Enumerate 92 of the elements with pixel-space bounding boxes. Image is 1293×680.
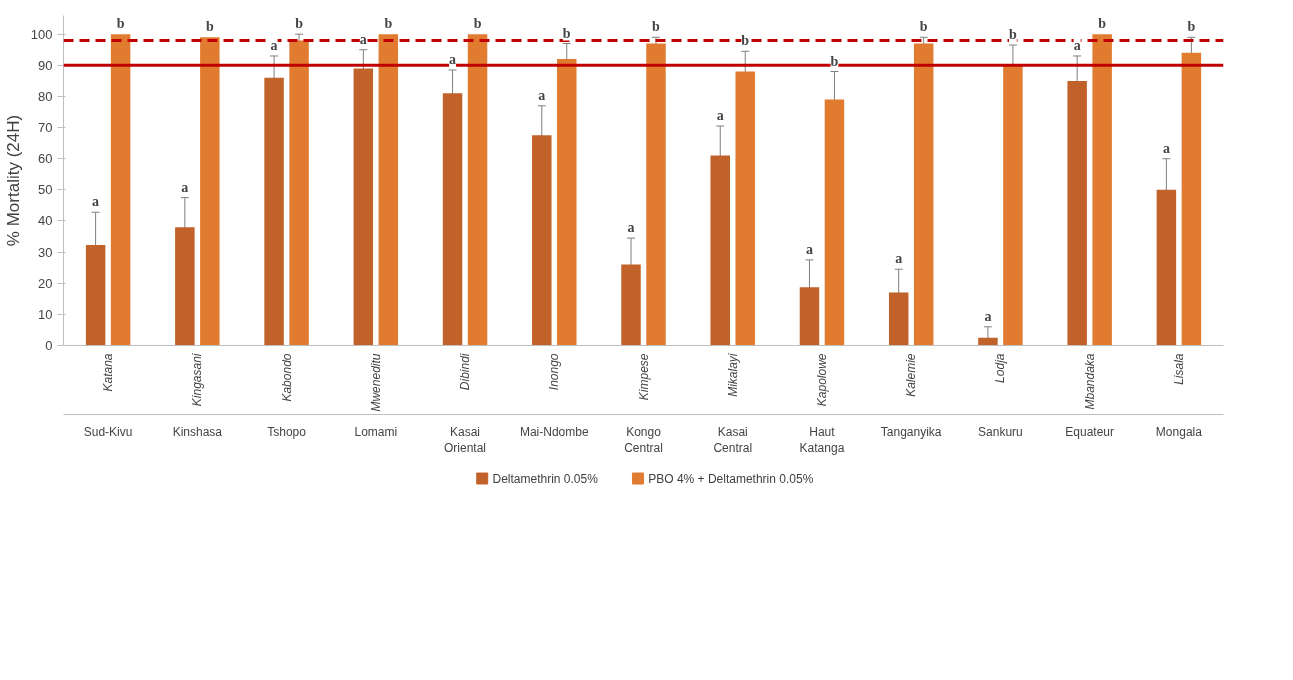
data-label: a: [895, 251, 903, 267]
data-label: a: [181, 179, 189, 195]
data-label: a: [627, 220, 635, 236]
bar: [1067, 80, 1087, 346]
bar: [353, 68, 374, 346]
bar: [557, 59, 577, 346]
x-tick-label: Mikalayi: [725, 353, 740, 397]
bar: [378, 34, 399, 346]
y-tick-label: 80: [38, 88, 53, 104]
data-label: a: [449, 51, 457, 67]
y-tick-label: 90: [38, 57, 53, 73]
data-label: b: [473, 16, 482, 32]
y-tick-label: 0: [45, 338, 53, 353]
text: Kasai Central: [713, 424, 753, 456]
y-tick-label: 70: [38, 120, 53, 136]
text: Mai-Ndombe: [519, 424, 589, 439]
y-tick-label: 10: [38, 306, 53, 322]
y-tick-label: 40: [38, 213, 53, 229]
x-tick-label: Lisala: [1171, 353, 1186, 385]
bar: [110, 34, 131, 346]
bar: [710, 155, 730, 346]
bar: [442, 93, 463, 346]
x-tick-label: Lodja: [993, 353, 1008, 383]
x-tick-label: Inongo: [547, 353, 562, 391]
data-label: a: [359, 31, 367, 47]
data-label: b: [1009, 27, 1018, 43]
bar: [799, 287, 820, 346]
text: Tanganyika: [880, 424, 942, 439]
bar: [289, 40, 309, 346]
bar: [621, 264, 641, 346]
data-label: b: [116, 16, 125, 32]
data-label: b: [1187, 19, 1196, 35]
text: Kinshasa: [172, 424, 223, 439]
y-tick-label: 60: [38, 151, 53, 167]
data-label: b: [1098, 16, 1107, 32]
data-label: b: [919, 19, 928, 35]
data-label: b: [830, 53, 839, 69]
data-label: b: [384, 16, 393, 32]
text: Sud-Kivu: [83, 424, 133, 439]
text: Tshopo: [267, 424, 307, 439]
data-label: a: [716, 108, 724, 124]
text: Kongo Central: [624, 424, 663, 456]
bar: [200, 37, 220, 346]
text: Lomami: [354, 424, 398, 439]
bar: [175, 227, 195, 346]
text: Kasai Oriental: [444, 424, 487, 456]
text: Haut Katanga: [799, 424, 845, 456]
data-label: a: [538, 87, 546, 103]
bar: [1156, 189, 1177, 346]
bar: [1092, 34, 1112, 346]
bar: [1003, 65, 1023, 346]
bar: [978, 337, 998, 346]
bar: [824, 99, 845, 346]
bar: [1181, 52, 1202, 346]
legend-label: Deltamethrin 0.05%: [492, 471, 599, 486]
data-label: b: [741, 33, 750, 49]
y-axis-title: % Mortality (24H): [3, 114, 23, 247]
x-tick-label: Katana: [101, 353, 116, 392]
text: Mongala: [1155, 424, 1203, 439]
text: Sankuru: [978, 424, 1023, 439]
data-label: b: [295, 16, 304, 32]
x-tick-label: Mbandaka: [1082, 353, 1097, 410]
y-tick-label: 100: [30, 26, 53, 42]
data-label: a: [92, 194, 100, 210]
y-tick-label: 50: [38, 182, 53, 198]
data-label: b: [562, 25, 571, 41]
bar: [888, 292, 909, 346]
bar: [467, 34, 488, 346]
x-tick-label: Kingasani: [190, 353, 205, 407]
data-label: b: [652, 19, 661, 35]
x-tick-label: Kabondo: [279, 353, 294, 402]
data-label: a: [1162, 140, 1170, 156]
y-tick-label: 20: [38, 275, 53, 291]
bar: [532, 135, 552, 346]
x-tick-label: Dibindi: [458, 353, 473, 391]
data-label: a: [805, 241, 813, 257]
bar: [264, 77, 284, 346]
bar: [646, 43, 666, 346]
y-tick-label: 30: [38, 244, 53, 260]
bar: [735, 71, 755, 346]
data-label: a: [984, 308, 992, 324]
text: Equateur: [1065, 424, 1115, 439]
x-tick-label: Kalemie: [904, 353, 919, 397]
x-tick-label: Mweneditu: [368, 353, 383, 412]
data-label: a: [1073, 37, 1081, 53]
bar: [913, 43, 934, 346]
x-tick-label: Kapolowe: [814, 353, 829, 407]
data-label: a: [270, 37, 278, 53]
x-tick-label: Kimpese: [636, 353, 651, 401]
data-label: b: [205, 19, 214, 35]
legend-label: PBO 4% + Deltamethrin 0.05%: [648, 471, 814, 486]
bar: [85, 244, 106, 346]
